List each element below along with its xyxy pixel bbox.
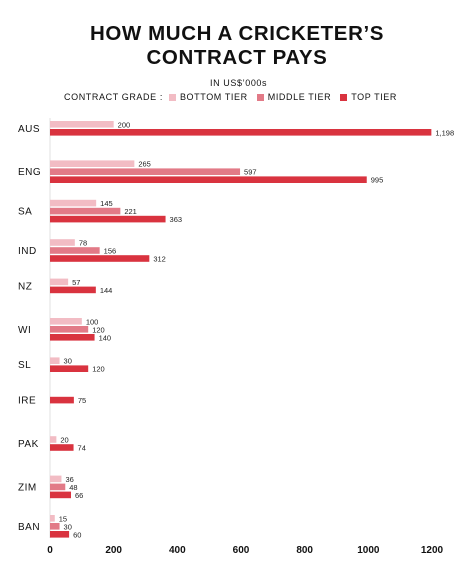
x-tick-label-800: 800 <box>296 545 313 556</box>
category-label-nz: NZ <box>18 281 32 292</box>
bar-ban-bottom-tier <box>50 515 55 522</box>
data-label-aus-top-tier: 1,198 <box>435 128 454 137</box>
bar-zim-bottom-tier <box>50 475 62 483</box>
data-label-zim-bottom-tier: 36 <box>65 475 73 484</box>
bar-zim-top-tier <box>50 491 72 499</box>
data-label-sl-top-tier: 120 <box>92 365 105 374</box>
bar-nz-bottom-tier <box>50 278 69 286</box>
bar-wi-top-tier <box>50 334 95 341</box>
bar-aus-bottom-tier <box>50 121 114 128</box>
data-label-eng-bottom-tier: 265 <box>138 160 151 169</box>
data-label-pak-bottom-tier: 20 <box>60 436 68 445</box>
data-label-wi-top-tier: 140 <box>99 333 112 342</box>
bar-ban-middle-tier <box>50 523 60 530</box>
category-label-eng: ENG <box>18 167 41 178</box>
data-label-ban-bottom-tier: 15 <box>59 514 67 523</box>
data-label-ind-bottom-tier: 78 <box>79 239 87 248</box>
category-label-sa: SA <box>18 207 32 218</box>
legend-label-bottom-tier: BOTTOM TIER <box>179 92 248 102</box>
x-tick-label-600: 600 <box>233 545 250 556</box>
bar-ind-bottom-tier <box>50 239 75 246</box>
chart-subtitle: IN US$’000s <box>210 78 268 88</box>
data-label-sa-top-tier: 363 <box>170 215 183 224</box>
legend-item-top-tier: TOP TIER <box>340 92 397 102</box>
legend-title: CONTRACT GRADE : <box>64 92 163 102</box>
legend: CONTRACT GRADE : BOTTOM TIER MIDDLE TIER… <box>64 91 406 103</box>
bar-sl-bottom-tier <box>50 357 60 364</box>
bar-zim-middle-tier <box>50 483 66 491</box>
x-tick-label-400: 400 <box>169 545 186 556</box>
category-label-ind: IND <box>18 246 37 257</box>
x-tick-label-200: 200 <box>105 545 122 556</box>
data-label-sa-bottom-tier: 145 <box>100 199 113 208</box>
bar-sa-bottom-tier <box>50 199 97 207</box>
bar-ban-top-tier <box>50 531 70 538</box>
legend-label-middle-tier: MIDDLE TIER <box>267 92 332 102</box>
bar-pak-bottom-tier <box>50 436 57 443</box>
data-label-ind-top-tier: 312 <box>153 255 166 264</box>
data-label-nz-bottom-tier: 57 <box>72 278 80 287</box>
x-tick-label-0: 0 <box>47 545 53 556</box>
x-tick-label-1200: 1200 <box>421 545 444 556</box>
data-label-wi-bottom-tier: 100 <box>86 317 99 326</box>
legend-item-middle-tier: MIDDLE TIER <box>256 92 332 102</box>
chart-title-line-1: HOW MUCH A CRICKETER’S <box>89 22 385 45</box>
category-label-ban: BAN <box>18 522 40 533</box>
data-label-nz-top-tier: 144 <box>100 286 113 295</box>
data-label-ban-top-tier: 60 <box>73 530 81 539</box>
category-label-aus: AUS <box>18 124 40 135</box>
bar-ire-top-tier <box>50 396 74 404</box>
legend-swatch-middle-tier <box>256 93 264 101</box>
data-label-wi-middle-tier: 120 <box>92 325 105 334</box>
legend-item-bottom-tier: BOTTOM TIER <box>168 92 248 102</box>
bar-eng-middle-tier <box>50 168 241 175</box>
bar-ind-top-tier <box>50 255 150 262</box>
data-label-ire-top-tier: 75 <box>78 396 86 405</box>
bar-eng-bottom-tier <box>50 160 135 167</box>
bar-eng-top-tier <box>50 176 367 183</box>
bar-aus-top-tier <box>50 129 432 136</box>
bar-sa-top-tier <box>50 215 166 223</box>
category-label-ire: IRE <box>18 396 36 407</box>
bar-sl-top-tier <box>50 365 89 372</box>
legend-label-top-tier: TOP TIER <box>351 92 398 102</box>
data-label-eng-top-tier: 995 <box>371 176 384 185</box>
data-label-ind-middle-tier: 156 <box>104 247 117 256</box>
category-label-zim: ZIM <box>18 482 37 493</box>
chart-title-line-2: CONTRACT PAYS <box>146 46 328 69</box>
data-label-sl-bottom-tier: 30 <box>64 357 72 366</box>
bar-ind-middle-tier <box>50 247 100 254</box>
bar-nz-top-tier <box>50 286 96 294</box>
category-label-sl: SL <box>18 360 31 371</box>
data-label-zim-top-tier: 66 <box>75 491 83 500</box>
legend-swatch-bottom-tier <box>168 93 176 101</box>
data-label-eng-middle-tier: 597 <box>244 168 257 177</box>
bar-sa-middle-tier <box>50 207 121 215</box>
data-label-aus-bottom-tier: 200 <box>118 120 131 129</box>
legend-swatch-top-tier <box>340 93 348 101</box>
data-label-pak-top-tier: 74 <box>78 444 86 453</box>
data-label-sa-middle-tier: 221 <box>124 207 137 216</box>
bar-wi-middle-tier <box>50 326 89 333</box>
category-label-pak: PAK <box>18 439 39 450</box>
x-tick-label-1000: 1000 <box>357 545 380 556</box>
bar-pak-top-tier <box>50 444 74 451</box>
data-label-zim-middle-tier: 48 <box>69 483 77 492</box>
bar-wi-bottom-tier <box>50 318 82 325</box>
data-label-ban-middle-tier: 30 <box>64 522 72 531</box>
category-label-wi: WI <box>18 325 31 336</box>
